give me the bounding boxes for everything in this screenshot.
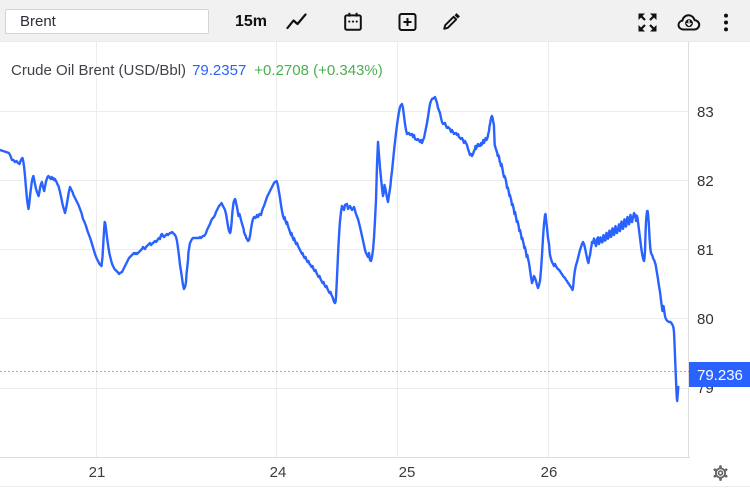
svg-text:24: 24: [270, 464, 287, 481]
svg-text:83: 83: [697, 104, 714, 121]
svg-text:80: 80: [697, 311, 714, 328]
svg-text:82: 82: [697, 173, 714, 190]
svg-text:79.236: 79.236: [697, 367, 743, 384]
svg-text:26: 26: [541, 464, 558, 481]
svg-text:21: 21: [89, 464, 106, 481]
svg-text:25: 25: [399, 464, 416, 481]
svg-text:81: 81: [697, 242, 714, 259]
